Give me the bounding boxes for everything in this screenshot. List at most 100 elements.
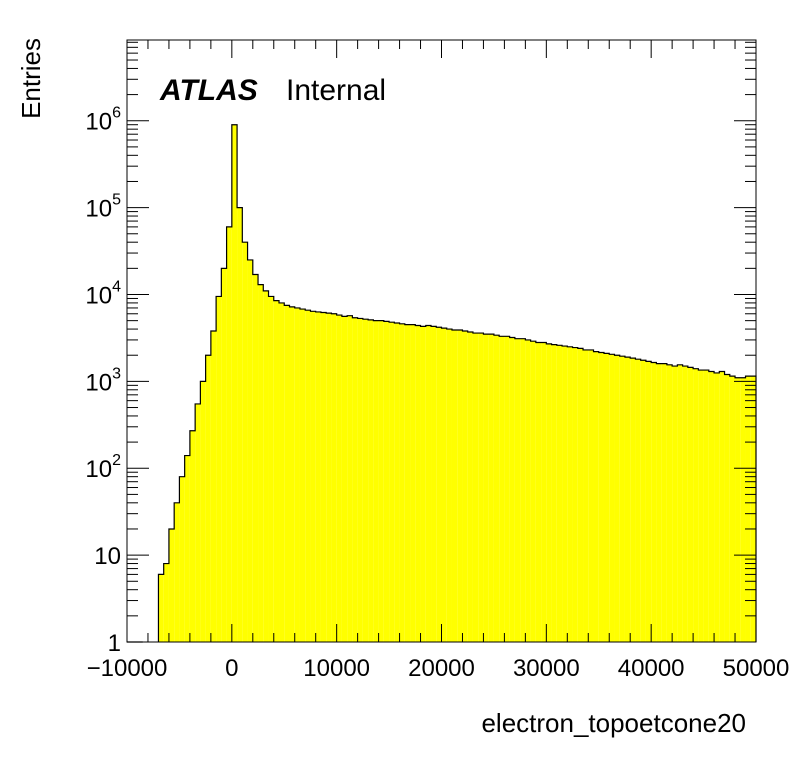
histogram-bar-38	[341, 316, 348, 642]
histogram-bar-105	[693, 368, 699, 642]
histogram-bar-10	[195, 403, 201, 642]
x-tick-label: 40000	[618, 655, 685, 682]
histogram-bar-59	[451, 330, 458, 642]
histogram-bar-70	[509, 337, 515, 642]
histogram-bar-60	[457, 330, 463, 642]
histogram-bar-81	[567, 346, 573, 642]
histogram-bar-99	[661, 363, 667, 642]
histogram-bar-82	[572, 347, 578, 642]
histogram-bar-111	[724, 374, 730, 642]
histogram-bar-48	[394, 322, 400, 642]
histogram-bar-52	[415, 325, 421, 642]
histogram-bar-15	[221, 268, 227, 642]
histogram-bar-12	[205, 355, 211, 642]
x-tick-label: 30000	[513, 655, 580, 682]
histogram-bar-39	[347, 315, 353, 642]
histogram-bar-49	[399, 323, 405, 642]
histogram-bar-63	[472, 333, 479, 642]
histogram-bar-104	[687, 367, 694, 642]
histogram-bar-62	[467, 332, 473, 642]
histogram-bar-96	[645, 361, 652, 642]
histogram-bar-9	[189, 430, 196, 642]
y-tick-label: 105	[85, 192, 121, 223]
histogram-bar-67	[493, 335, 500, 642]
histogram-bar-88	[603, 353, 610, 642]
histogram-bar-17	[231, 124, 238, 642]
histogram-bar-64	[478, 333, 484, 642]
histogram-bar-30	[299, 309, 306, 642]
histogram-bar-55	[431, 326, 437, 642]
atlas-sublabel: Internal	[286, 74, 386, 107]
histogram-bar-47	[389, 322, 395, 642]
y-tick-label: 103	[85, 365, 121, 396]
histogram-bar-108	[708, 371, 715, 642]
histogram-bar-84	[583, 349, 589, 642]
histogram-bar-51	[410, 324, 416, 642]
histogram-bar-78	[551, 344, 557, 642]
histogram-bar-100	[666, 364, 673, 642]
histogram-bar-79	[556, 345, 563, 642]
histogram-bar-24	[268, 296, 274, 642]
atlas-label: ATLAS	[159, 74, 258, 107]
histogram-bar-26	[279, 302, 285, 642]
x-tick-label: 10000	[303, 655, 370, 682]
histogram-bar-97	[651, 362, 657, 642]
histogram-bar-77	[546, 343, 552, 642]
axis-ticks	[126, 40, 757, 643]
histogram-bar-83	[577, 348, 584, 642]
histogram-bar-106	[698, 370, 704, 642]
y-tick-label: 106	[85, 105, 121, 136]
histogram-bar-23	[263, 290, 269, 642]
histogram-bar-53	[420, 326, 426, 642]
histogram-bar-57	[441, 328, 447, 642]
y-axis-title: Entries	[16, 38, 46, 119]
histogram-bar-16	[226, 226, 232, 642]
histogram-bar-36	[331, 313, 337, 642]
histogram-bar-43	[368, 319, 374, 642]
histogram-bar-20	[247, 259, 253, 642]
histogram-bar-4	[163, 563, 169, 642]
histogram-bar-37	[336, 315, 342, 642]
histogram-bar-116	[750, 376, 756, 642]
histogram-bar-86	[593, 351, 599, 642]
histogram-bar-32	[310, 311, 316, 642]
histogram-bar-14	[216, 296, 222, 642]
histogram-bar-74	[530, 341, 536, 642]
histogram-bar-35	[326, 313, 332, 642]
histogram-bar-66	[488, 334, 494, 642]
histogram-bar-25	[273, 300, 280, 642]
histogram-bar-109	[714, 372, 720, 642]
histogram-bar-45	[378, 320, 384, 642]
histogram-bar-8	[184, 455, 190, 642]
histogram-bar-69	[504, 336, 510, 642]
histogram-bar-54	[425, 325, 432, 642]
histogram-bar-76	[541, 342, 547, 642]
histogram-bar-28	[289, 306, 295, 642]
histogram-bar-44	[373, 320, 379, 642]
histogram-bar-5	[168, 528, 175, 642]
histogram-bar-40	[352, 317, 358, 642]
x-tick-labels: −10000 0 10000 20000 30000 40000 50000	[87, 655, 790, 682]
histogram-bar-103	[682, 366, 688, 642]
histogram-bar-65	[483, 334, 489, 642]
histogram-bar-90	[614, 355, 620, 642]
histogram-bar-87	[598, 352, 604, 642]
histogram-bar-95	[640, 360, 646, 642]
histogram-bar-56	[436, 327, 442, 642]
histogram-bar-18	[237, 207, 243, 642]
histogram-bar-41	[357, 318, 363, 642]
x-tick-label: −10000	[87, 655, 168, 682]
histogram-bar-58	[446, 329, 452, 642]
histogram-bar-89	[609, 354, 615, 642]
histogram-bar-22	[258, 284, 264, 642]
histogram-bar-61	[462, 331, 468, 642]
y-tick-label: 102	[85, 452, 121, 483]
histogram-bar-101	[672, 366, 678, 642]
histogram-bar-115	[745, 376, 751, 642]
y-tick-label: 104	[85, 278, 121, 309]
histogram-bar-7	[179, 476, 185, 642]
histogram-bar-102	[677, 364, 683, 642]
histogram-bar-80	[562, 346, 568, 642]
histogram-bar-21	[252, 274, 259, 642]
